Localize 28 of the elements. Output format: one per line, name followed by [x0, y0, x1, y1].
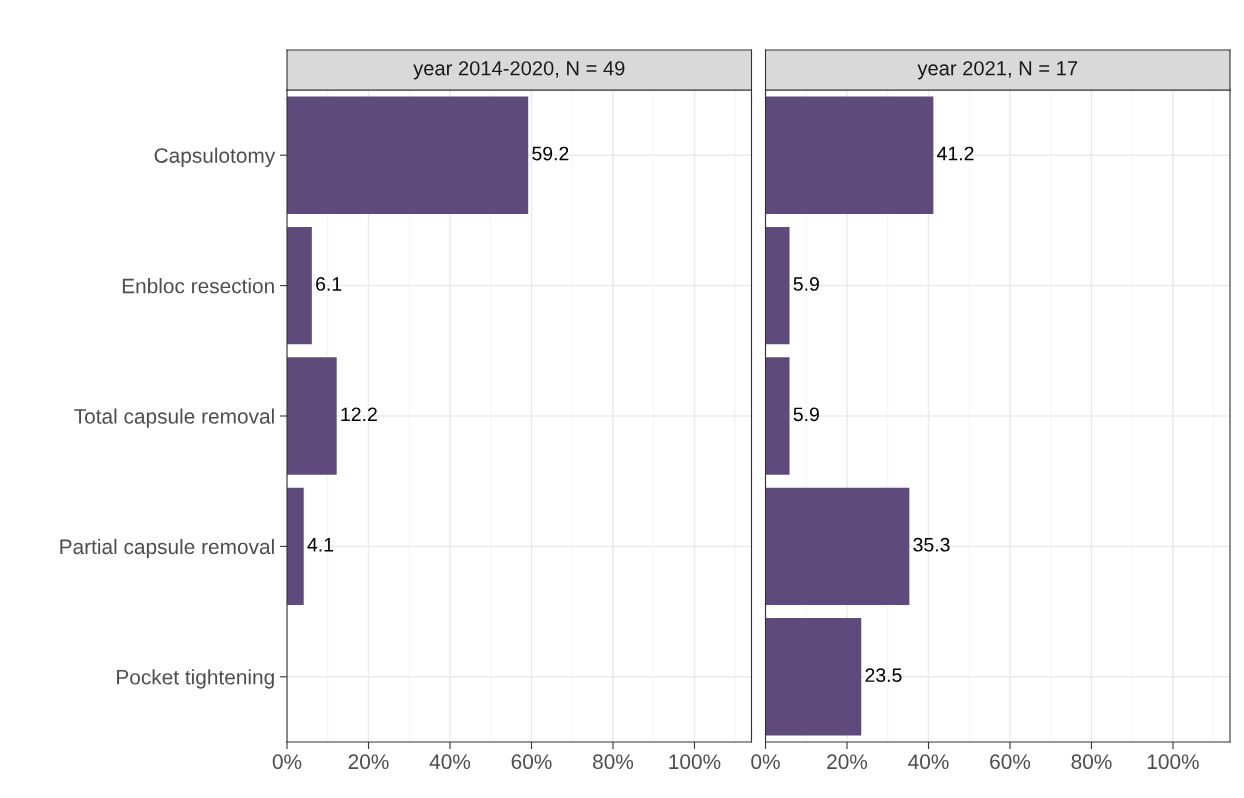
x-tick-label: 60%	[511, 754, 552, 770]
y-tick-label: Total capsule removal	[74, 408, 274, 428]
data-label: 59.2	[532, 146, 569, 161]
y-tick-label: Pocket tightening	[117, 669, 274, 689]
x-tick-label: 100%	[1147, 754, 1199, 770]
data-label: 5.9	[793, 407, 819, 422]
y-tick-label: Capsulotomy	[154, 147, 276, 168]
x-tick-label: 20%	[348, 754, 389, 770]
chart-title: year 2021, N = 17	[917, 61, 1078, 80]
x-tick-label: 20%	[827, 754, 868, 770]
x-tick-label: 40%	[908, 754, 949, 770]
x-tick-label: 100%	[669, 754, 721, 770]
x-tick-label: 60%	[990, 754, 1031, 770]
data-label: 12.2	[341, 407, 377, 422]
x-tick-label: 40%	[429, 754, 471, 770]
x-tick-label: 80%	[593, 754, 634, 770]
x-tick-label: 80%	[1071, 754, 1112, 770]
data-label: 23.5	[865, 668, 902, 683]
chart-title: year 2014-2020, N = 49	[413, 61, 625, 80]
data-label: 4.1	[307, 538, 334, 552]
y-tick-label: Partial capsule removal	[60, 538, 274, 559]
x-tick-label: 0%	[272, 754, 302, 770]
data-label: 35.3	[913, 537, 950, 552]
data-label: 5.9	[793, 277, 819, 291]
x-tick-label: 0%	[751, 754, 780, 770]
data-label: 41.2	[937, 146, 974, 161]
data-label: 6.1	[316, 277, 342, 291]
y-tick-label: Enbloc resection	[122, 278, 274, 294]
